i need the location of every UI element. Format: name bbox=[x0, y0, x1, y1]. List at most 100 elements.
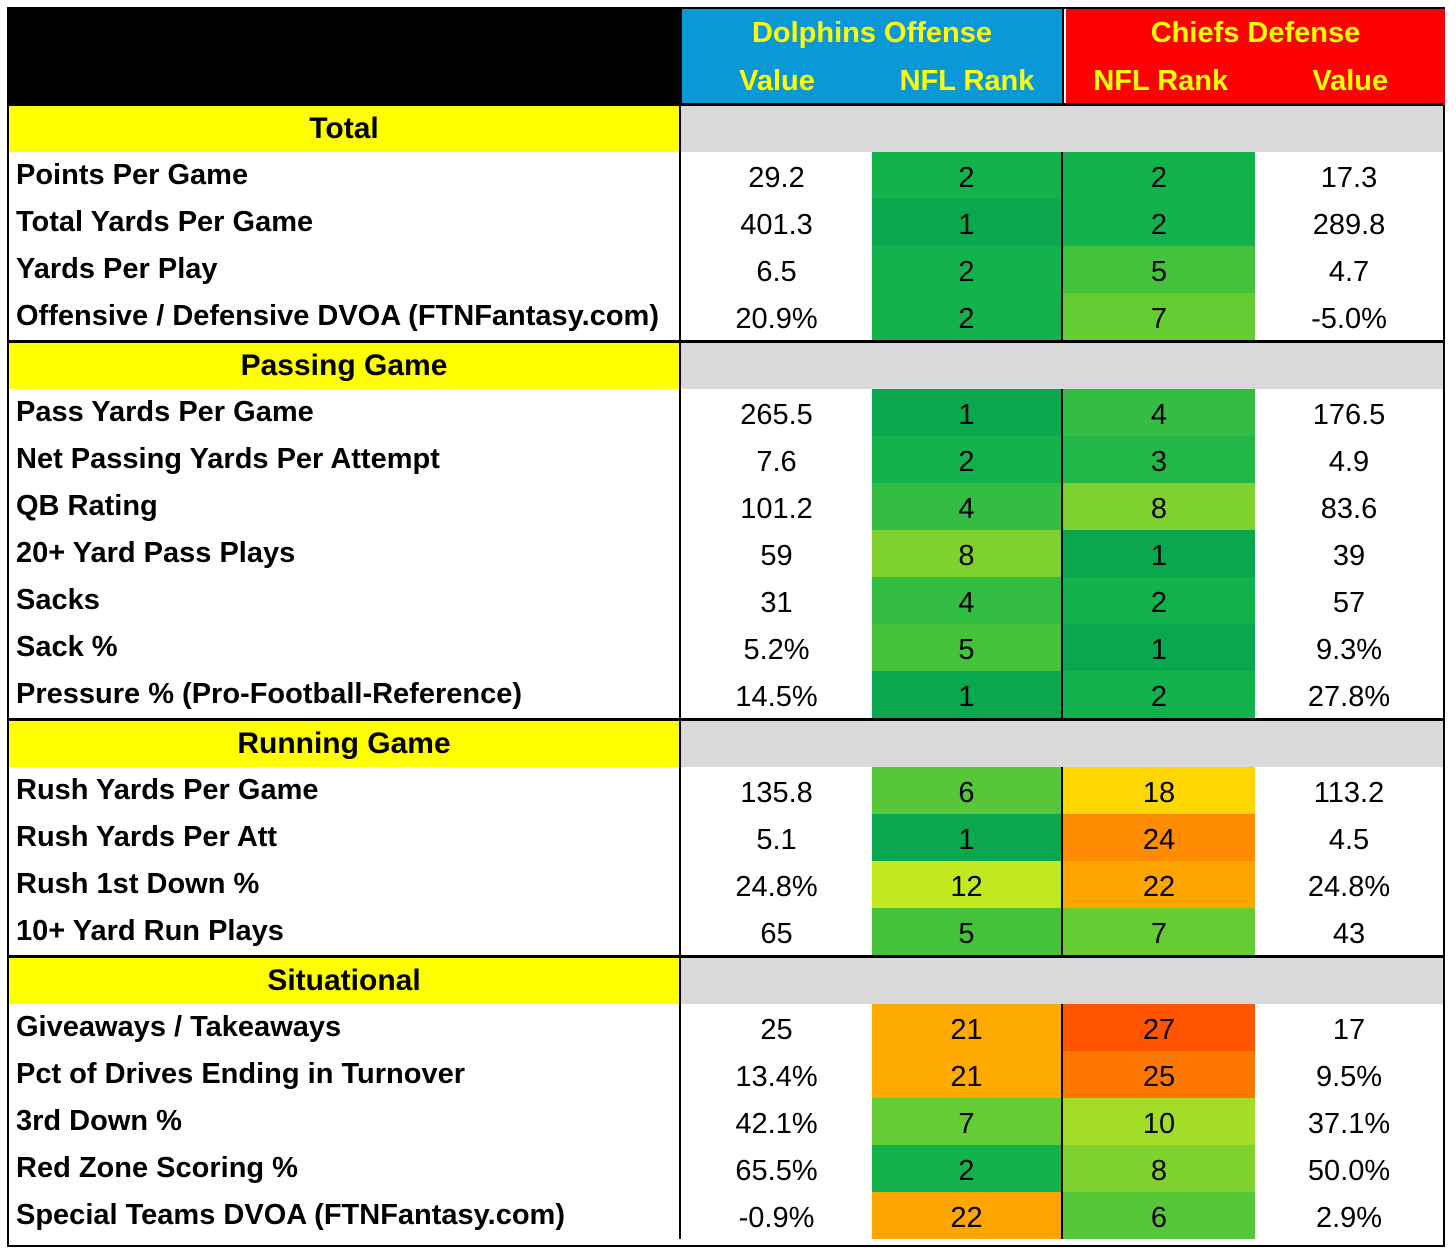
section-header: Total bbox=[9, 106, 1443, 152]
table-row: Pass Yards Per Game 265.5 1 4 176.5 bbox=[9, 389, 1443, 436]
defense-rank: 18 bbox=[1063, 767, 1255, 814]
offense-rank: 6 bbox=[872, 767, 1063, 814]
section-divider bbox=[9, 955, 1443, 958]
stat-label: Net Passing Yards Per Attempt bbox=[16, 443, 440, 475]
table-row: Rush 1st Down % 24.8% 12 22 24.8% bbox=[9, 861, 1443, 908]
defense-rank: 2 bbox=[1063, 199, 1255, 246]
section-running-game: Running Game Rush Yards Per Game 135.8 6 18 1… bbox=[9, 721, 1443, 955]
defense-rank: 22 bbox=[1063, 861, 1255, 908]
offense-value: 14.5% bbox=[679, 671, 872, 718]
table-row: Pct of Drives Ending in Turnover 13.4% 21 2… bbox=[9, 1051, 1443, 1098]
stat-label: Red Zone Scoring % bbox=[16, 1152, 298, 1184]
section-title: Situational bbox=[9, 958, 679, 1004]
offense-rank: 1 bbox=[872, 389, 1063, 436]
defense-value: 2.9% bbox=[1315, 1202, 1383, 1234]
offense-value: 401.3 bbox=[679, 199, 872, 246]
table-row: Total Yards Per Game 401.3 1 2 289.8 bbox=[9, 199, 1443, 246]
offense-value: 25 bbox=[679, 1004, 872, 1051]
defense-value: 57 bbox=[1332, 587, 1366, 619]
stat-label: Pass Yards Per Game bbox=[16, 396, 314, 428]
offense-rank: 2 bbox=[872, 293, 1063, 340]
section-header-fill bbox=[679, 721, 1443, 767]
offense-value: 6.5 bbox=[679, 246, 872, 293]
stat-label: Total Yards Per Game bbox=[16, 206, 314, 238]
defense-value: 289.8 bbox=[1312, 209, 1386, 241]
header-blank bbox=[9, 9, 682, 105]
defense-value: 83.6 bbox=[1320, 493, 1378, 525]
section-header: Running Game bbox=[9, 721, 1443, 767]
offense-value: 5.1 bbox=[679, 814, 872, 861]
offense-header: Dolphins Offense Value NFL Rank bbox=[682, 9, 1064, 105]
defense-team-title: Chiefs Defense bbox=[1150, 17, 1361, 49]
defense-value: 43 bbox=[1332, 918, 1366, 950]
defense-value: 24.8% bbox=[1307, 871, 1391, 903]
offense-rank: 2 bbox=[872, 152, 1063, 199]
stat-label: QB Rating bbox=[16, 490, 158, 522]
table-row: Special Teams DVOA (FTNFantasy.com) -0.9%… bbox=[9, 1192, 1443, 1239]
defense-rank: 2 bbox=[1063, 152, 1255, 199]
defense-value: 4.5 bbox=[1328, 824, 1370, 856]
section-header: Situational bbox=[9, 958, 1443, 1004]
defense-value: 176.5 bbox=[1312, 399, 1386, 431]
offense-rank: 21 bbox=[872, 1051, 1063, 1098]
offense-value: 31 bbox=[679, 577, 872, 624]
stat-label: Points Per Game bbox=[16, 159, 249, 191]
defense-rank: 3 bbox=[1063, 436, 1255, 483]
section-divider bbox=[9, 340, 1443, 343]
stat-label: Pressure % (Pro-Football-Reference) bbox=[16, 678, 523, 710]
defense-value: 4.9 bbox=[1328, 446, 1370, 478]
offense-value-header: Value bbox=[739, 65, 815, 97]
offense-value: 135.8 bbox=[679, 767, 872, 814]
defense-value: 50.0% bbox=[1307, 1155, 1391, 1187]
table-row: Offensive / Defensive DVOA (FTNFantasy.c… bbox=[9, 293, 1443, 340]
offense-rank: 2 bbox=[872, 1145, 1063, 1192]
offense-rank: 2 bbox=[872, 436, 1063, 483]
defense-rank: 1 bbox=[1063, 624, 1255, 671]
defense-value: 37.1% bbox=[1307, 1108, 1391, 1140]
table-row: 3rd Down % 42.1% 7 10 37.1% bbox=[9, 1098, 1443, 1145]
offense-team-title: Dolphins Offense bbox=[751, 17, 993, 49]
stat-label: 20+ Yard Pass Plays bbox=[16, 537, 296, 569]
defense-value-header: Value bbox=[1312, 65, 1389, 97]
table-row: Red Zone Scoring % 65.5% 2 8 50.0% bbox=[9, 1145, 1443, 1192]
offense-value: 65 bbox=[679, 908, 872, 955]
stat-label: Giveaways / Takeaways bbox=[16, 1011, 342, 1043]
table-row: Points Per Game 29.2 2 2 17.3 bbox=[9, 152, 1443, 199]
comparison-table: Dolphins Offense Value NFL Rank Chiefs D… bbox=[7, 7, 1445, 1247]
offense-rank: 1 bbox=[872, 814, 1063, 861]
defense-rank-header: NFL Rank bbox=[1093, 65, 1229, 97]
section-situational: Situational Giveaways / Takeaways 25 21 27 17… bbox=[9, 958, 1443, 1239]
section-total: Total Points Per Game 29.2 2 2 17.3 Total Yard… bbox=[9, 106, 1443, 340]
offense-value: 5.2% bbox=[679, 624, 872, 671]
offense-rank: 1 bbox=[872, 199, 1063, 246]
defense-rank: 1 bbox=[1063, 530, 1255, 577]
stat-label: 10+ Yard Run Plays bbox=[16, 915, 284, 947]
section-header: Passing Game bbox=[9, 343, 1443, 389]
section-passing-game: Passing Game Pass Yards Per Game 265.5 1 4 17… bbox=[9, 343, 1443, 718]
table-row: Rush Yards Per Att 5.1 1 24 4.5 bbox=[9, 814, 1443, 861]
offense-rank: 21 bbox=[872, 1004, 1063, 1051]
offense-rank-header: NFL Rank bbox=[899, 65, 1035, 97]
offense-rank: 1 bbox=[872, 671, 1063, 718]
defense-rank: 24 bbox=[1063, 814, 1255, 861]
stat-label: 3rd Down % bbox=[16, 1105, 182, 1137]
defense-rank: 6 bbox=[1063, 1192, 1255, 1239]
stat-label: Special Teams DVOA (FTNFantasy.com) bbox=[16, 1199, 565, 1231]
table-row: Giveaways / Takeaways 25 21 27 17 bbox=[9, 1004, 1443, 1051]
offense-value: 42.1% bbox=[679, 1098, 872, 1145]
offense-rank: 4 bbox=[872, 577, 1063, 624]
offense-value: 7.6 bbox=[679, 436, 872, 483]
stat-label: Yards Per Play bbox=[16, 253, 218, 285]
section-header-fill bbox=[679, 958, 1443, 1004]
defense-value: 17.3 bbox=[1320, 162, 1378, 194]
section-divider bbox=[9, 103, 1443, 106]
offense-value: 29.2 bbox=[679, 152, 872, 199]
table-row: Rush Yards Per Game 135.8 6 18 113.2 bbox=[9, 767, 1443, 814]
defense-rank: 8 bbox=[1063, 1145, 1255, 1192]
defense-rank: 2 bbox=[1063, 671, 1255, 718]
offense-value: 265.5 bbox=[679, 389, 872, 436]
defense-value: -5.0% bbox=[1311, 303, 1387, 335]
table-row: Net Passing Yards Per Attempt 7.6 2 3 4.9 bbox=[9, 436, 1443, 483]
defense-rank: 7 bbox=[1063, 293, 1255, 340]
offense-rank: 5 bbox=[872, 624, 1063, 671]
